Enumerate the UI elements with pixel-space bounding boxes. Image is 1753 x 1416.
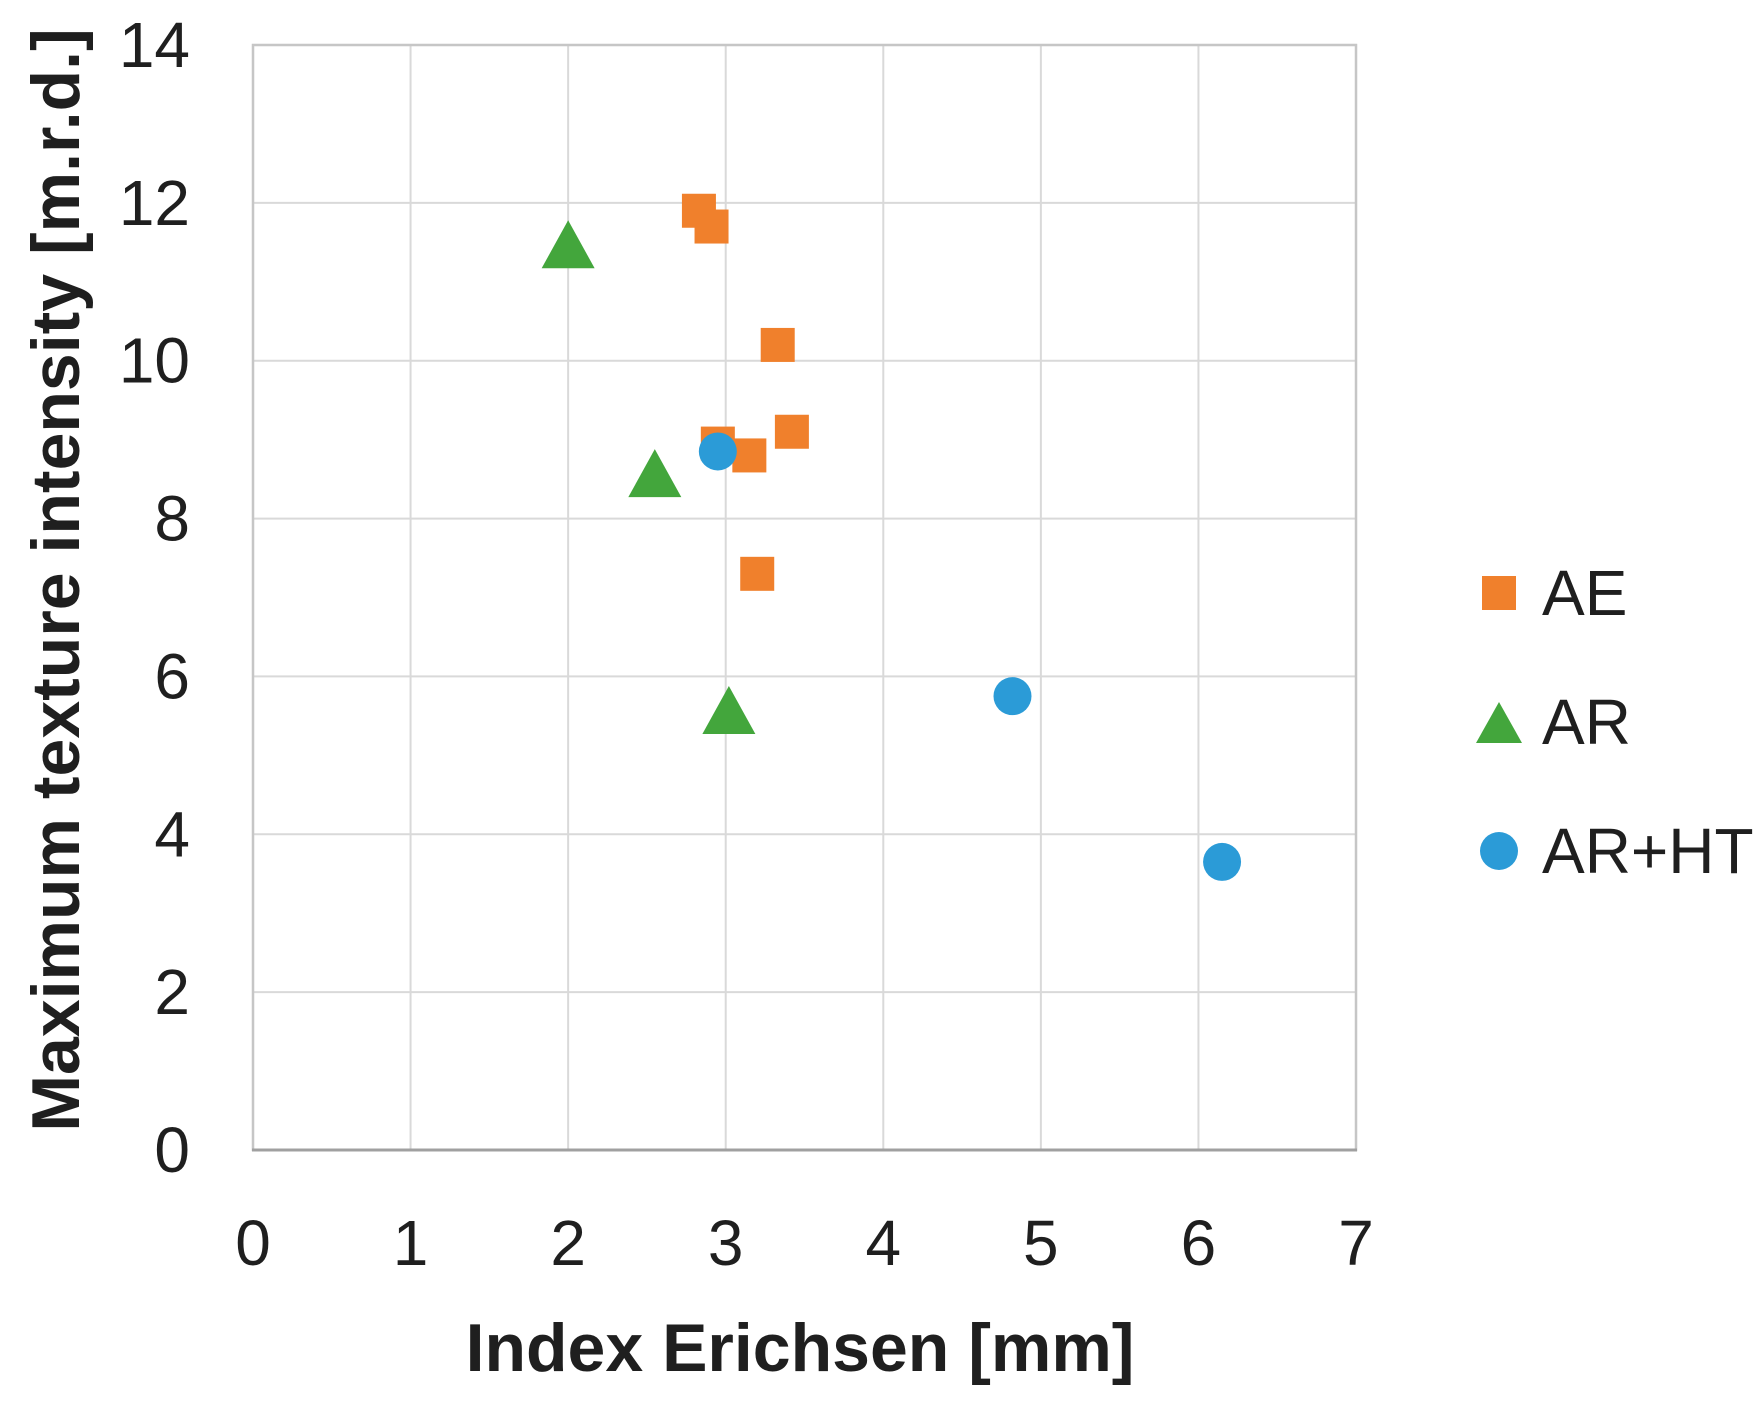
x-tick-label: 6 bbox=[1181, 1207, 1217, 1279]
x-tick-label: 5 bbox=[1023, 1207, 1059, 1279]
x-tick-label: 7 bbox=[1338, 1207, 1374, 1279]
legend-label-ar: AR bbox=[1542, 686, 1631, 758]
x-tick-label: 0 bbox=[235, 1207, 271, 1279]
ar-ht-circle-marker-icon bbox=[1480, 832, 1518, 870]
point-AR bbox=[628, 449, 682, 498]
y-tick-label: 14 bbox=[119, 9, 190, 81]
point-AE bbox=[774, 414, 809, 449]
x-tick-label: 3 bbox=[708, 1207, 744, 1279]
y-tick-label: 10 bbox=[119, 325, 190, 397]
point-AR+HT bbox=[993, 677, 1032, 716]
legend: AE AR AR+HT bbox=[1474, 557, 1753, 945]
y-tick-label: 2 bbox=[154, 956, 190, 1028]
point-AR bbox=[702, 685, 756, 734]
legend-label-ar-ht: AR+HT bbox=[1542, 815, 1753, 887]
y-tick-label: 4 bbox=[154, 798, 190, 870]
legend-label-ae: AE bbox=[1542, 557, 1628, 629]
legend-marker-box bbox=[1474, 832, 1524, 870]
legend-marker-box bbox=[1474, 701, 1524, 743]
point-AE bbox=[760, 327, 795, 362]
x-tick-label: 1 bbox=[393, 1207, 429, 1279]
y-tick-label: 8 bbox=[154, 483, 190, 555]
point-AR+HT bbox=[698, 432, 737, 471]
y-tick-label: 12 bbox=[119, 167, 190, 239]
x-tick-label: 2 bbox=[550, 1207, 586, 1279]
point-AR bbox=[541, 220, 595, 269]
legend-marker-box bbox=[1474, 576, 1524, 610]
point-AE bbox=[694, 209, 729, 244]
point-AR+HT bbox=[1203, 842, 1242, 881]
ar-triangle-marker-icon bbox=[1476, 701, 1522, 743]
ae-square-marker-icon bbox=[1482, 576, 1516, 610]
legend-item-ar-ht: AR+HT bbox=[1474, 815, 1753, 887]
plot-border bbox=[251, 43, 1358, 1152]
legend-item-ae: AE bbox=[1474, 557, 1753, 629]
x-axis-title: Index Erichsen [mm] bbox=[465, 1310, 1135, 1386]
x-tick-label: 4 bbox=[865, 1207, 901, 1279]
y-tick-label: 0 bbox=[154, 1114, 190, 1186]
legend-item-ar: AR bbox=[1474, 686, 1753, 758]
point-AE bbox=[740, 556, 775, 591]
y-tick-label: 6 bbox=[154, 640, 190, 712]
point-AE bbox=[732, 438, 767, 473]
